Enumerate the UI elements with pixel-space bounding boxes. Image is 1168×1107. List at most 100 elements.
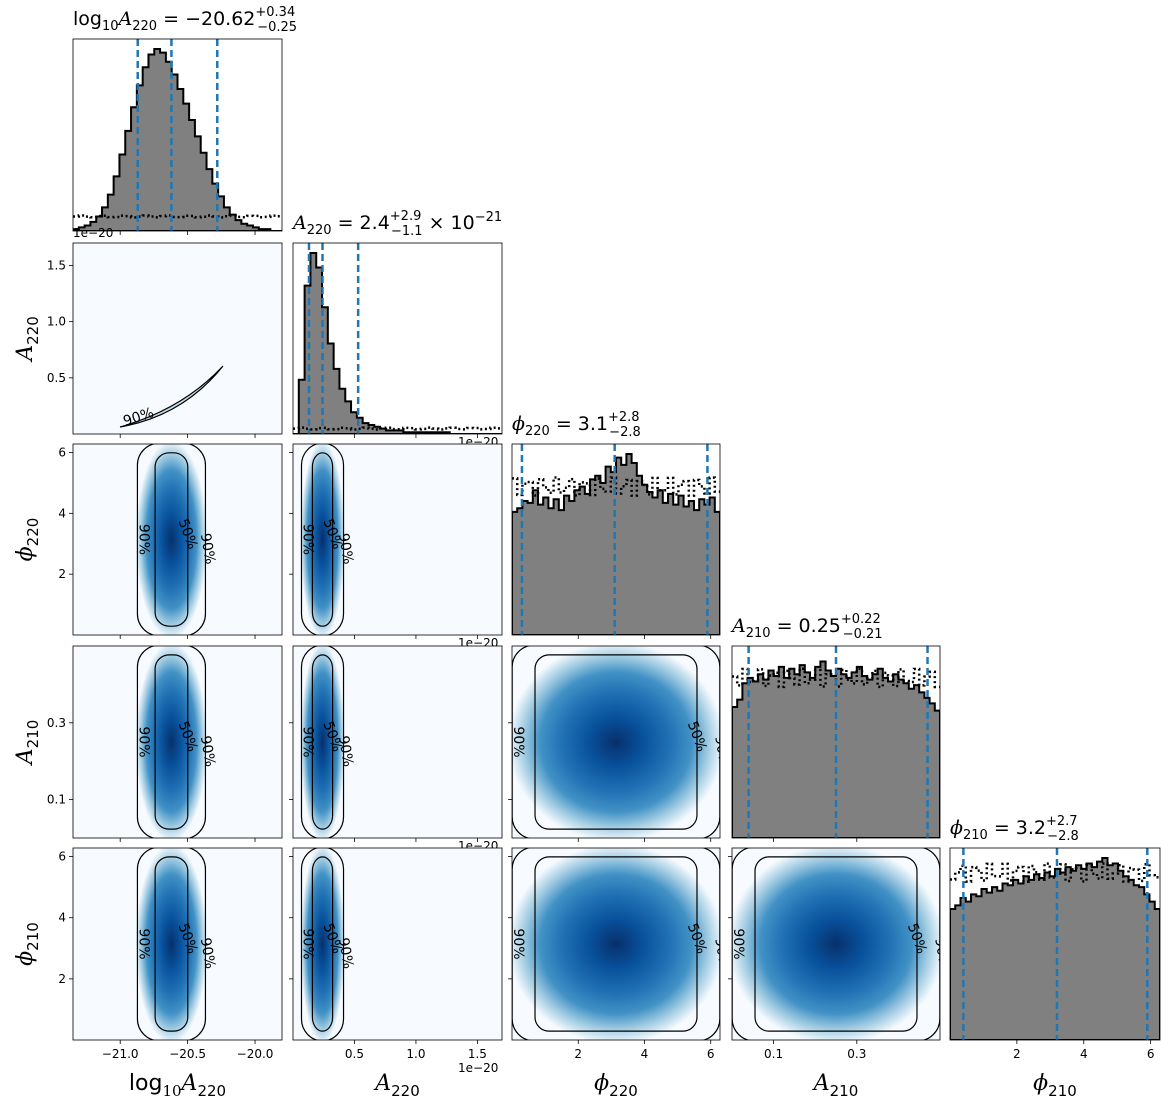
contour-label-90-left: 90% [299,928,315,959]
contour-90 [136,646,207,838]
panel-content: 50%90%90% [73,646,282,838]
x-axis-label-A210: A210 [812,1071,859,1100]
x-tick-label: 1.5 [468,1047,487,1061]
panel-content: 50%90%90% [73,444,282,635]
x-tick-label: −20.0 [237,1047,274,1061]
panel-A220-vs-logA220: 90% 0.5 1.0 1.5 [47,242,283,438]
density-blob [732,848,940,1040]
contour-50 [754,856,918,1032]
panel-logA220-vs-logA220: log10A220 = −20.62+0.34 −0.25 [72,5,297,235]
contour-50 [311,856,334,1032]
contour-50 [534,654,698,830]
panel-frame [72,242,283,435]
contour-90 [300,444,345,635]
y-axis-label-A210: A210 [13,720,42,767]
contour-90 [300,848,345,1040]
panel-phi210-vs-A220: 50%90%90%0.5 1.0 1.51e−20 [289,847,503,1075]
prior-histogram [293,426,502,431]
panel-frame [72,443,283,636]
panel-content [732,646,940,838]
x-tick-label: 4 [1080,1047,1088,1061]
panel-frame [949,847,1161,1041]
histogram-outline [512,453,720,635]
x-tick-label: 2 [1013,1047,1021,1061]
y-tick-label: 0.3 [47,716,66,730]
x-tick-label: −20.5 [169,1047,206,1061]
x-offset-text-top: 1e−20 [73,226,113,240]
panel-frame [292,847,503,1041]
density-blob [300,444,345,635]
contour-label-90: 90% [197,937,218,970]
panel-title: A220 = 2.4+2.9 −1.1 × 10−21 [291,209,502,239]
contour-50 [154,452,189,627]
density-blob [512,646,720,838]
title-phi210: ϕ210 = 3.2+2.7 −2.8 [950,814,1079,844]
density-blob [300,646,345,838]
y-tick-label: 2 [58,567,66,581]
y-tick-label: 1.5 [47,258,66,272]
y-tick-label: 1.0 [47,315,66,329]
contour-label-90: 90% [931,937,952,970]
density-blob [135,848,208,1040]
x-tick-label: 2 [574,1047,582,1061]
panel-content: 50%90%90% [512,848,732,1040]
contour-label-90: 90% [711,735,732,768]
title-phi220: ϕ220 = 3.1+2.8 −2.8 [512,410,641,440]
panel-content: 90% [73,243,282,434]
histogram-outline [73,48,282,231]
panel-content: 50%90%90% [293,646,502,838]
histogram-fill [293,253,502,434]
panel-frame [511,847,721,1041]
contour-label-90: 90% [335,735,356,768]
panel-title: ϕ220 = 3.1+2.8 −2.8 [512,410,641,440]
contour-label-90-left: 90% [299,726,315,757]
panel-content: 50%90%90% [512,646,732,838]
histogram-fill [950,858,1160,1040]
histogram-outline [293,252,502,434]
contour-label-90: 90% [197,735,218,768]
y-tick-label: 6 [58,850,66,864]
panel-A210-vs-logA220: 50%90%90%0.10.3 [47,645,283,842]
contour-50 [154,856,189,1032]
panel-content: 50%90%90% [293,444,502,635]
title-A220: A220 = 2.4+2.9 −1.1 × 10−21 [291,209,502,239]
x-tick-label: 6 [707,1047,715,1061]
contour-label-90: 90% [197,532,218,565]
panel-frame [72,847,283,1041]
panel-frame [72,38,283,232]
y-tick-label: 0.5 [47,371,66,385]
contour-label-90-left: 90% [730,928,746,959]
x-tick-label: 1.0 [406,1047,425,1061]
panel-A210-vs-phi220: 50% 90%90% [508,645,732,842]
contour-label-90: 90% [335,937,356,970]
y-axis-label-phi220: ϕ220 [13,518,42,562]
contour-90 [119,365,224,428]
y-axis-label-A220: A220 [13,316,42,363]
contour-label-90-left: 90% [135,726,151,757]
panel-frame [292,242,503,435]
panel-content: 50%90%90% [730,848,952,1040]
panel-frame [292,443,503,636]
panel-phi220-vs-logA220: 50%90%90%246 [58,443,283,639]
title-logA220: log10A220 = −20.62+0.34 −0.25 [73,5,297,35]
x-tick-label: 0.5 [345,1047,364,1061]
panel-frame [731,847,941,1041]
panel-frame [731,645,941,839]
prior-histogram [950,862,1160,883]
density-blob [512,848,720,1040]
panel-content [950,848,1160,1040]
panel-content [512,444,720,635]
panel-A210-vs-A210: A210 = 0.25+0.22 −0.21 [730,612,941,842]
panel-phi210-vs-phi220: 50% 90%90%2 4 6 [508,847,732,1061]
contour-90 [136,848,207,1040]
x-tick-label: 0.3 [847,1047,866,1061]
panel-phi220-vs-phi220: ϕ220 = 3.1+2.8 −2.8 [511,410,721,639]
panel-title: log10A220 = −20.62+0.34 −0.25 [73,5,297,35]
contour-50 [311,654,334,830]
panel-frame [511,443,721,636]
contour-label-90: 90% [711,937,732,970]
panel-title: ϕ210 = 3.2+2.7 −2.8 [950,814,1079,844]
contour-90 [300,646,345,838]
